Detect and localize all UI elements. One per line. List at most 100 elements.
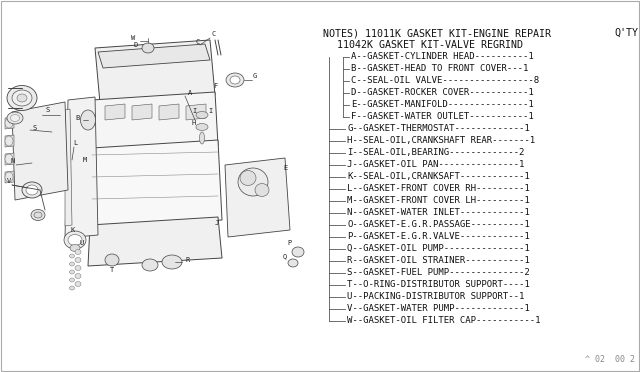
Text: Q--GASKET-OIL PUMP---------------1: Q--GASKET-OIL PUMP---------------1 <box>347 244 530 253</box>
Ellipse shape <box>226 73 244 87</box>
Polygon shape <box>225 158 290 237</box>
Text: A--GASKET-CYLINDER HEAD----------1: A--GASKET-CYLINDER HEAD----------1 <box>351 52 534 61</box>
Ellipse shape <box>288 259 298 267</box>
Text: ^ 02  00 2: ^ 02 00 2 <box>585 355 635 364</box>
Polygon shape <box>159 104 179 120</box>
Polygon shape <box>95 40 215 103</box>
Text: V: V <box>7 178 11 184</box>
Text: B: B <box>76 115 80 121</box>
Ellipse shape <box>75 273 81 279</box>
Ellipse shape <box>26 185 38 195</box>
Ellipse shape <box>7 112 23 124</box>
Ellipse shape <box>142 43 154 53</box>
Text: H--SEAL-OIL,CRANKSHAFT REAR-------1: H--SEAL-OIL,CRANKSHAFT REAR-------1 <box>347 136 535 145</box>
Ellipse shape <box>162 255 182 269</box>
Text: B--GASKET-HEAD TO FRONT COVER---1: B--GASKET-HEAD TO FRONT COVER---1 <box>351 64 529 73</box>
Ellipse shape <box>81 110 95 130</box>
Polygon shape <box>92 92 218 153</box>
Text: N--GASKET-WATER INLET------------1: N--GASKET-WATER INLET------------1 <box>347 208 530 217</box>
Text: Q'TY: Q'TY <box>614 28 638 38</box>
Ellipse shape <box>75 250 81 254</box>
Ellipse shape <box>75 257 81 263</box>
Text: L: L <box>73 140 77 146</box>
Ellipse shape <box>5 154 13 164</box>
Ellipse shape <box>5 118 13 128</box>
Text: C: C <box>212 31 216 37</box>
Text: P: P <box>288 240 292 246</box>
Polygon shape <box>132 104 152 120</box>
Ellipse shape <box>7 86 37 110</box>
Ellipse shape <box>5 172 13 182</box>
Ellipse shape <box>64 231 86 249</box>
Ellipse shape <box>238 168 268 196</box>
Text: C--SEAL-OIL VALVE-----------------8: C--SEAL-OIL VALVE-----------------8 <box>351 76 539 85</box>
Polygon shape <box>65 97 98 238</box>
Ellipse shape <box>70 254 74 258</box>
Ellipse shape <box>292 247 304 257</box>
Ellipse shape <box>75 266 81 270</box>
Polygon shape <box>5 135 14 147</box>
Ellipse shape <box>68 234 82 246</box>
Ellipse shape <box>22 182 42 198</box>
Text: C: C <box>196 39 200 45</box>
Ellipse shape <box>70 270 74 274</box>
Text: M--GASKET-FRONT COVER LH---------1: M--GASKET-FRONT COVER LH---------1 <box>347 196 530 205</box>
Ellipse shape <box>70 244 80 251</box>
Polygon shape <box>5 153 14 165</box>
Ellipse shape <box>31 209 45 221</box>
Ellipse shape <box>75 282 81 286</box>
Text: V--GASKET-WATER PUMP-------------1: V--GASKET-WATER PUMP-------------1 <box>347 304 530 313</box>
Ellipse shape <box>255 183 269 196</box>
Ellipse shape <box>70 286 74 290</box>
Text: S--GASKET-FUEL PUMP--------------2: S--GASKET-FUEL PUMP--------------2 <box>347 268 530 277</box>
Text: A: A <box>188 90 192 96</box>
Ellipse shape <box>200 132 205 144</box>
Polygon shape <box>92 140 222 228</box>
Polygon shape <box>105 104 125 120</box>
Text: T: T <box>110 267 114 273</box>
Text: Q: Q <box>283 253 287 259</box>
Text: H: H <box>192 120 196 126</box>
Ellipse shape <box>12 90 32 106</box>
Polygon shape <box>5 117 14 129</box>
Text: D: D <box>134 42 138 48</box>
Text: L--GASKET-FRONT COVER RH---------1: L--GASKET-FRONT COVER RH---------1 <box>347 184 530 193</box>
Text: N: N <box>11 158 15 164</box>
Ellipse shape <box>34 212 42 218</box>
Polygon shape <box>5 171 14 183</box>
Text: F--GASKET-WATER OUTLET-----------1: F--GASKET-WATER OUTLET-----------1 <box>351 112 534 121</box>
Text: J--GASKET-OIL PAN---------------1: J--GASKET-OIL PAN---------------1 <box>347 160 524 169</box>
Ellipse shape <box>17 94 27 102</box>
Text: W: W <box>131 35 135 41</box>
Text: I: I <box>208 108 212 114</box>
Ellipse shape <box>196 112 208 119</box>
Ellipse shape <box>230 76 240 84</box>
Text: NOTES) 11011K GASKET KIT-ENGINE REPAIR: NOTES) 11011K GASKET KIT-ENGINE REPAIR <box>323 28 551 38</box>
Polygon shape <box>186 104 206 120</box>
Ellipse shape <box>5 136 13 146</box>
Polygon shape <box>98 44 210 68</box>
Ellipse shape <box>70 262 74 266</box>
Text: E: E <box>283 165 287 171</box>
Text: I--SEAL-OIL,BEARING-------------2: I--SEAL-OIL,BEARING-------------2 <box>347 148 524 157</box>
Ellipse shape <box>70 278 74 282</box>
Text: P--GASKET-E.G.R.VALVE------------1: P--GASKET-E.G.R.VALVE------------1 <box>347 232 530 241</box>
Ellipse shape <box>196 124 208 131</box>
Text: U: U <box>80 240 84 246</box>
Text: U--PACKING-DISTRIBUTOR SUPPORT--1: U--PACKING-DISTRIBUTOR SUPPORT--1 <box>347 292 524 301</box>
Text: S: S <box>33 125 37 131</box>
Ellipse shape <box>105 254 119 266</box>
Text: K: K <box>71 227 75 233</box>
Text: D--GASKET-ROCKER COVER-----------1: D--GASKET-ROCKER COVER-----------1 <box>351 88 534 97</box>
Text: S: S <box>46 107 50 113</box>
Text: R: R <box>186 257 190 263</box>
Text: O--GASKET-E.G.R.PASSAGE----------1: O--GASKET-E.G.R.PASSAGE----------1 <box>347 220 530 229</box>
Text: M: M <box>83 157 87 163</box>
Text: F: F <box>213 83 217 89</box>
Text: W--GASKET-OIL FILTER CAP-----------1: W--GASKET-OIL FILTER CAP-----------1 <box>347 316 541 325</box>
Polygon shape <box>65 109 72 226</box>
Text: T--O-RING-DISTRIBUTOR SUPPORT----1: T--O-RING-DISTRIBUTOR SUPPORT----1 <box>347 280 530 289</box>
Ellipse shape <box>240 170 256 186</box>
Text: 11042K GASKET KIT-VALVE REGRIND: 11042K GASKET KIT-VALVE REGRIND <box>337 40 523 50</box>
Text: R--GASKET-OIL STRAINER-----------1: R--GASKET-OIL STRAINER-----------1 <box>347 256 530 265</box>
